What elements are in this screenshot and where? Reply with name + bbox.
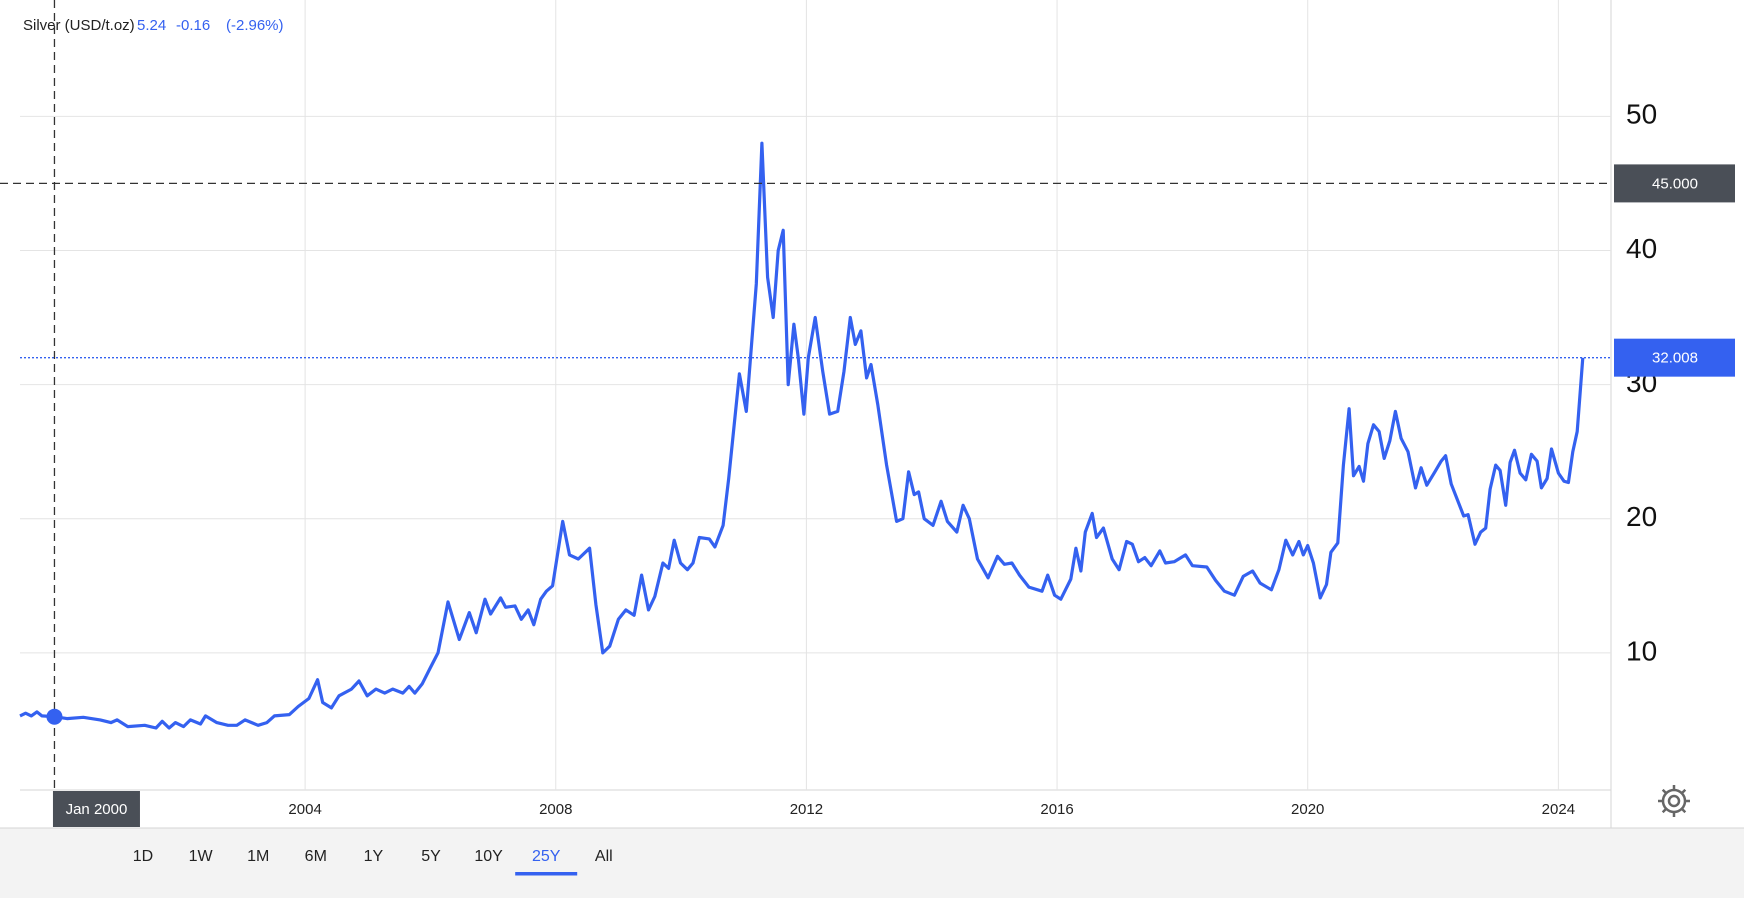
x-tick-label: 2004 bbox=[288, 801, 321, 818]
range-button[interactable]: 1Y bbox=[364, 848, 384, 865]
hover-point bbox=[46, 708, 63, 725]
range-button[interactable]: 1M bbox=[247, 848, 269, 865]
x-tick-label: 2012 bbox=[790, 801, 823, 818]
range-button[interactable]: 25Y bbox=[532, 848, 561, 865]
active-range-underline bbox=[515, 872, 578, 876]
settings-gear[interactable] bbox=[1658, 785, 1690, 817]
change-percent: (-2.96%) bbox=[226, 17, 284, 34]
y-tick-label: 50 bbox=[1626, 99, 1657, 130]
crosshair-x-label-box bbox=[52, 791, 140, 827]
crosshair-y-label-box bbox=[1614, 164, 1735, 203]
change: -0.16 bbox=[176, 17, 210, 34]
x-tick-label: 2008 bbox=[539, 801, 572, 818]
last-price-box bbox=[1614, 338, 1735, 377]
crosshair-y-label: 45.000 bbox=[1652, 175, 1698, 192]
x-tick-label: 2016 bbox=[1040, 801, 1073, 818]
y-tick-label: 40 bbox=[1626, 233, 1657, 264]
range-button[interactable]: 1D bbox=[133, 848, 153, 865]
x-tick-label: 2020 bbox=[1291, 801, 1324, 818]
y-tick-label: 20 bbox=[1626, 501, 1657, 532]
hover-value: 5.24 bbox=[137, 17, 166, 34]
range-button[interactable]: All bbox=[595, 848, 613, 865]
x-tick-label: 2024 bbox=[1542, 801, 1575, 818]
last-price-label: 32.008 bbox=[1652, 350, 1698, 367]
range-button[interactable]: 10Y bbox=[474, 848, 503, 865]
range-button[interactable]: 5Y bbox=[421, 848, 441, 865]
range-button[interactable]: 6M bbox=[305, 848, 327, 865]
crosshair-x-label: Jan 2000 bbox=[66, 801, 128, 818]
series-line bbox=[19, 141, 1585, 730]
range-button[interactable]: 1W bbox=[189, 848, 214, 865]
header: Silver (USD/t.oz) 5.24 -0.16 (-2.96%) bbox=[23, 17, 284, 34]
y-tick-label: 10 bbox=[1626, 635, 1657, 666]
toolbar bbox=[0, 828, 1744, 898]
instrument-name: Silver (USD/t.oz) bbox=[23, 17, 135, 34]
